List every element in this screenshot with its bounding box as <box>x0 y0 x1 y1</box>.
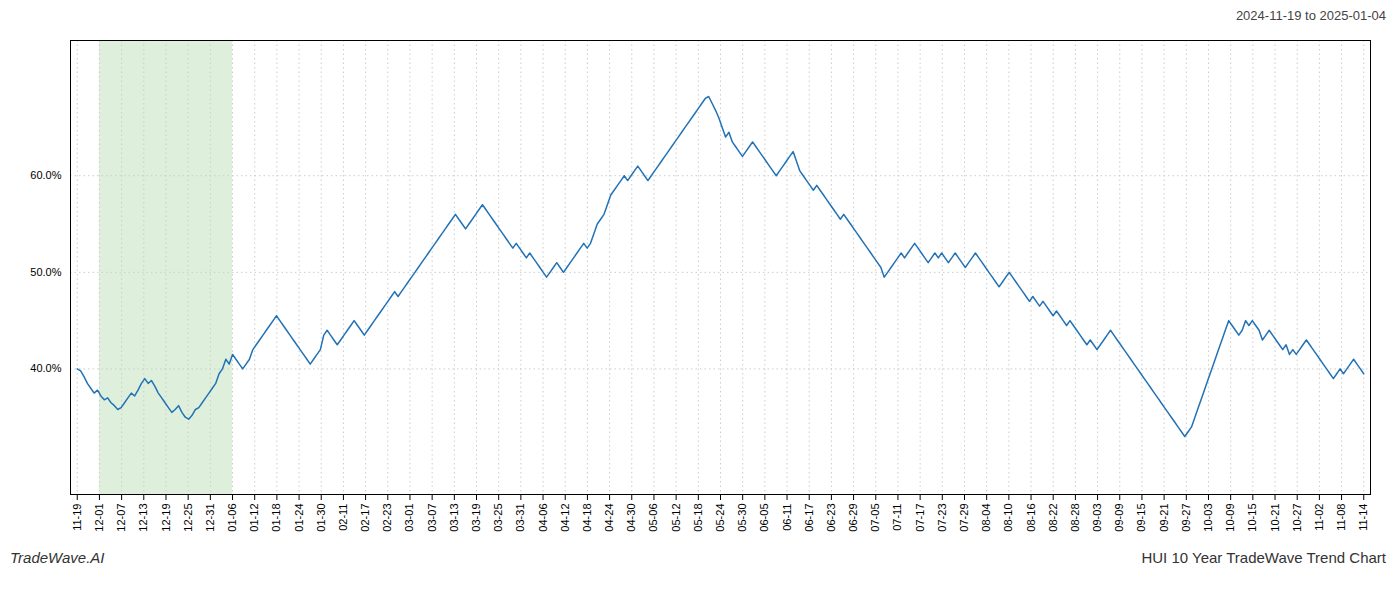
svg-text:06-05: 06-05 <box>758 504 770 532</box>
svg-text:01-30: 01-30 <box>315 504 327 532</box>
svg-text:03-01: 03-01 <box>403 504 415 532</box>
svg-text:40.0%: 40.0% <box>30 362 61 374</box>
svg-text:12-25: 12-25 <box>182 504 194 532</box>
svg-text:01-12: 01-12 <box>248 504 260 532</box>
svg-text:08-28: 08-28 <box>1069 504 1081 532</box>
svg-text:04-24: 04-24 <box>603 504 615 532</box>
svg-text:04-12: 04-12 <box>559 504 571 532</box>
svg-text:05-30: 05-30 <box>736 504 748 532</box>
svg-text:07-29: 07-29 <box>958 504 970 532</box>
svg-text:10-27: 10-27 <box>1291 504 1303 532</box>
svg-text:10-09: 10-09 <box>1224 504 1236 532</box>
svg-text:12-19: 12-19 <box>159 504 171 532</box>
svg-text:07-11: 07-11 <box>891 504 903 531</box>
svg-text:11-14: 11-14 <box>1357 504 1369 531</box>
svg-text:05-12: 05-12 <box>670 504 682 532</box>
svg-text:07-05: 07-05 <box>869 504 881 532</box>
svg-text:11-19: 11-19 <box>71 504 83 531</box>
svg-text:05-24: 05-24 <box>714 504 726 532</box>
svg-text:02-23: 02-23 <box>381 504 393 532</box>
svg-text:04-18: 04-18 <box>581 504 593 532</box>
svg-text:12-13: 12-13 <box>137 504 149 532</box>
svg-text:08-22: 08-22 <box>1047 504 1059 532</box>
svg-text:09-21: 09-21 <box>1158 504 1170 532</box>
svg-text:12-07: 12-07 <box>115 504 127 532</box>
svg-text:01-18: 01-18 <box>270 504 282 532</box>
svg-text:01-24: 01-24 <box>293 504 305 532</box>
svg-text:06-29: 06-29 <box>847 504 859 532</box>
svg-text:03-19: 03-19 <box>470 504 482 532</box>
svg-text:11-02: 11-02 <box>1313 504 1325 531</box>
svg-text:11-08: 11-08 <box>1335 504 1347 531</box>
svg-text:03-07: 03-07 <box>426 504 438 532</box>
svg-text:10-15: 10-15 <box>1246 504 1258 532</box>
svg-text:06-23: 06-23 <box>825 504 837 532</box>
svg-text:09-09: 09-09 <box>1113 504 1125 532</box>
svg-text:07-23: 07-23 <box>936 504 948 532</box>
svg-text:03-31: 03-31 <box>514 504 526 532</box>
svg-text:04-06: 04-06 <box>537 504 549 532</box>
svg-text:05-06: 05-06 <box>647 504 659 532</box>
svg-text:08-16: 08-16 <box>1025 504 1037 532</box>
svg-text:05-18: 05-18 <box>692 504 704 532</box>
svg-text:08-04: 08-04 <box>980 504 992 532</box>
svg-text:09-15: 09-15 <box>1135 504 1147 532</box>
html-text:TradeWave.AI: TradeWave.AI <box>10 549 105 566</box>
svg-text:08-10: 08-10 <box>1002 504 1014 532</box>
svg-text:50.0%: 50.0% <box>30 266 61 278</box>
svg-text:60.0%: 60.0% <box>30 169 61 181</box>
svg-text:10-21: 10-21 <box>1269 504 1281 532</box>
svg-text:04-30: 04-30 <box>625 504 637 532</box>
svg-text:12-01: 12-01 <box>93 504 105 532</box>
svg-text:06-11: 06-11 <box>781 504 793 531</box>
html-text:HUI 10 Year TradeWave Trend Ch: HUI 10 Year TradeWave Trend Chart <box>1141 549 1386 566</box>
svg-text:06-17: 06-17 <box>803 504 815 532</box>
svg-text:03-25: 03-25 <box>492 504 504 532</box>
svg-text:12-31: 12-31 <box>204 504 216 532</box>
html-text:2024-11-19 to 2025-01-04: 2024-11-19 to 2025-01-04 <box>1235 8 1386 23</box>
svg-text:01-06: 01-06 <box>226 504 238 532</box>
svg-text:07-17: 07-17 <box>914 504 926 532</box>
svg-text:02-11: 02-11 <box>337 504 349 531</box>
svg-text:10-03: 10-03 <box>1202 504 1214 532</box>
svg-text:02-17: 02-17 <box>359 504 371 532</box>
svg-text:03-13: 03-13 <box>448 504 460 532</box>
svg-text:09-03: 09-03 <box>1091 504 1103 532</box>
svg-text:09-27: 09-27 <box>1180 504 1192 532</box>
